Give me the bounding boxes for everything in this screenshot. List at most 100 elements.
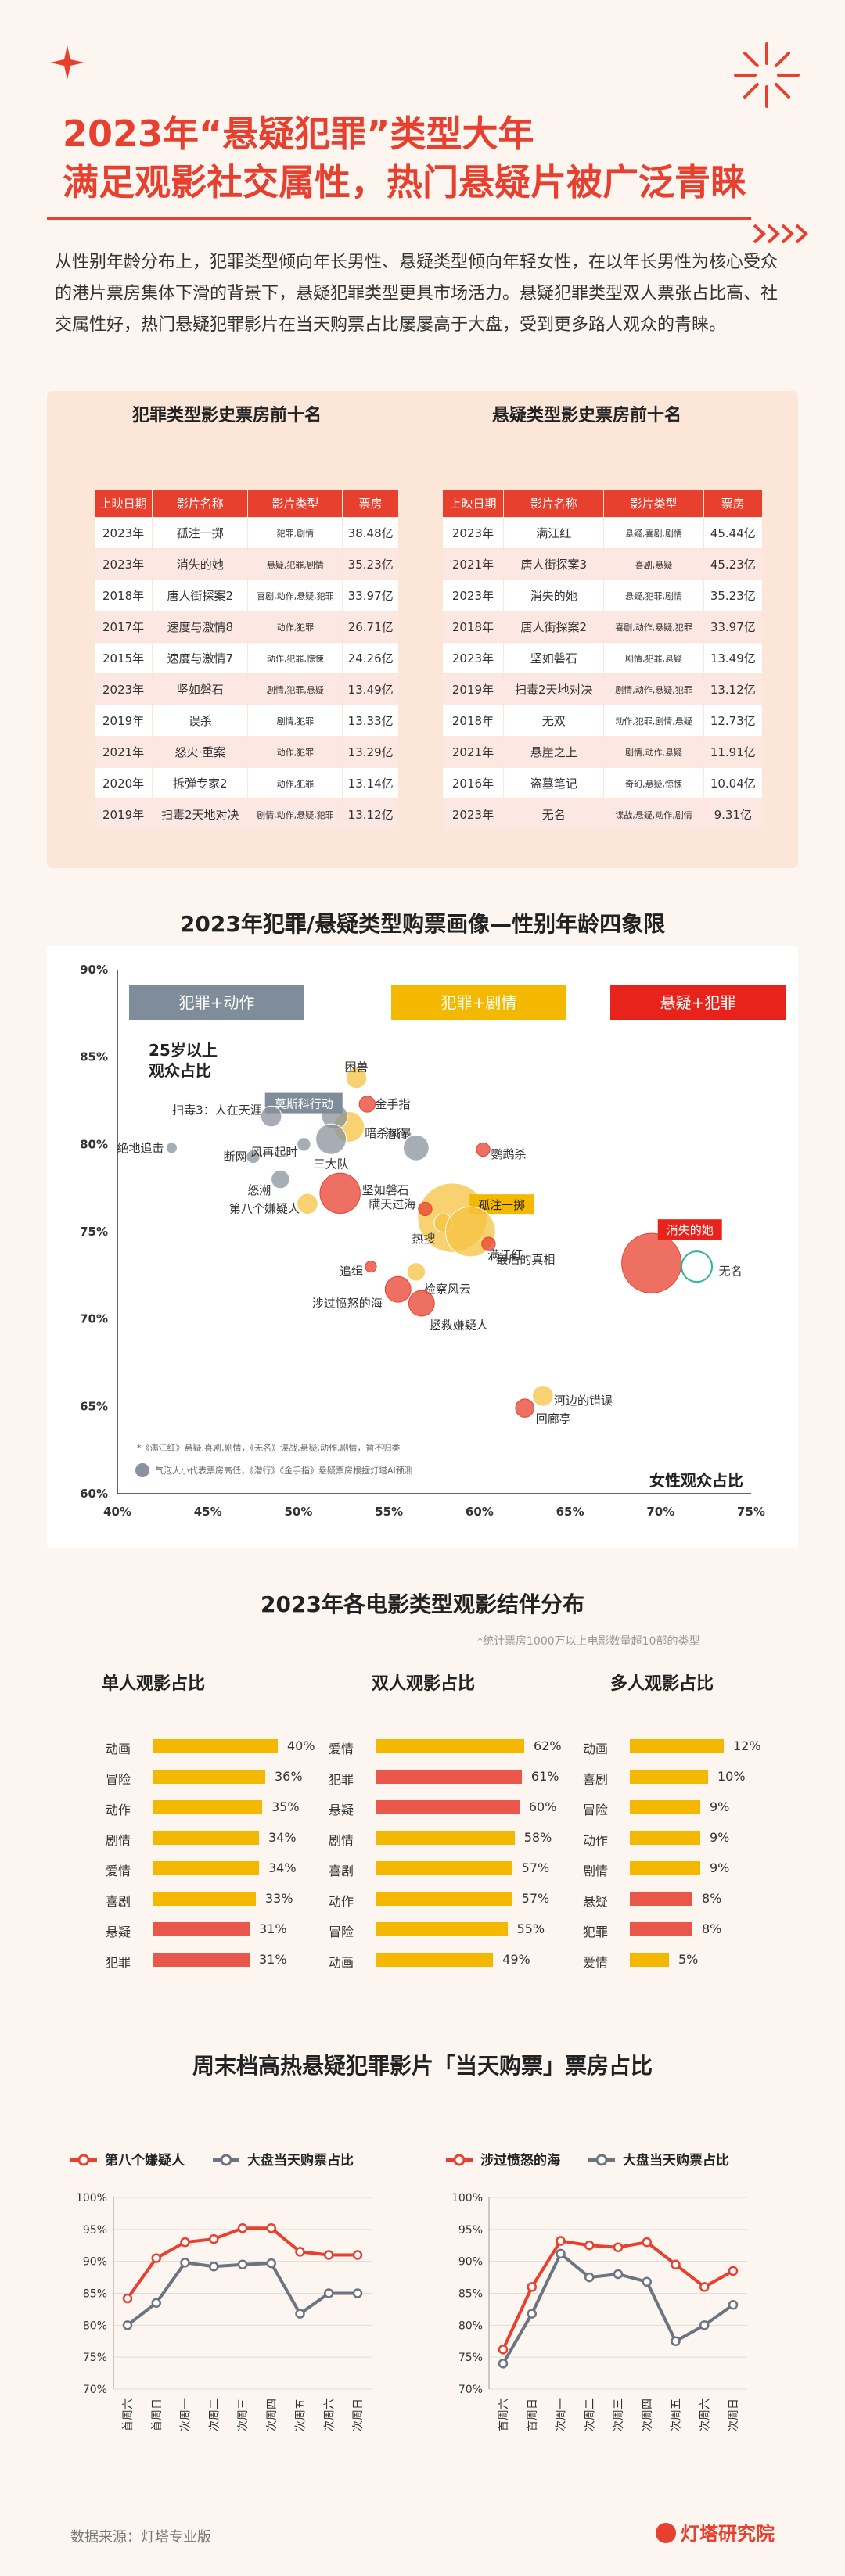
bar-row: 爱情 62%	[329, 1732, 571, 1760]
series-point	[527, 2309, 537, 2319]
bar	[630, 1892, 692, 1906]
bubble-label: 拯救嫌疑人	[430, 1318, 488, 1333]
table-row: 2021年 怒火·重案 动作,犯罪 13.29亿	[93, 736, 399, 768]
bar	[630, 1953, 669, 1967]
bar-category-label: 动画	[329, 1955, 354, 1970]
table-row: 2021年 悬崖之上 剧情,动作,悬疑 11.91亿	[442, 736, 764, 768]
bar	[630, 1739, 724, 1753]
x-tick-label: 次周三	[237, 2398, 250, 2431]
legend-label: 第八个嫌疑人	[105, 2152, 185, 2169]
table-cell: 喜剧,悬疑	[603, 548, 704, 580]
bar-value-label: 34%	[268, 1830, 297, 1845]
table-cell: 唐人街探案2	[502, 611, 605, 643]
series-point	[498, 2359, 509, 2369]
y-tick-label: 80%	[458, 2319, 483, 2332]
table-cell: 喜剧,动作,悬疑,犯罪	[247, 579, 343, 612]
series-point	[237, 2259, 248, 2269]
bar-category-label: 动作	[106, 1803, 131, 1817]
sunburst-icon	[734, 42, 800, 108]
crime-header-3: 票房	[342, 489, 399, 518]
table-cell: 满江红	[502, 517, 605, 549]
series-point	[266, 2223, 276, 2233]
legend-crime-drama: 犯罪+剧情	[391, 985, 566, 1020]
y-tick-label: 95%	[83, 2224, 107, 2237]
quadrant-chart: 40% 45% 50% 55% 60% 65% 70% 75% 60% 65% 70% 75% 80% 8…	[80, 963, 765, 1519]
x-tick-label: 首周六	[122, 2398, 135, 2431]
y-tick-label: 70%	[80, 1312, 108, 1326]
bubble-point	[515, 1398, 534, 1418]
y-tick-label: 60%	[80, 1487, 108, 1501]
suspense-header-3: 票房	[703, 489, 764, 518]
table-cell: 2021年	[93, 736, 153, 768]
bar	[376, 1922, 508, 1936]
table-cell: 2023年	[442, 642, 504, 674]
table-cell: 13.29亿	[342, 736, 399, 768]
legend-label: 大盘当天购票占比	[247, 2152, 354, 2169]
bar	[153, 1800, 262, 1814]
bar-row: 动画 49%	[329, 1946, 571, 1974]
series-point	[671, 2336, 681, 2346]
x-tick-label: 45%	[194, 1505, 222, 1519]
bar-category-label: 悬疑	[329, 1803, 354, 1817]
crime-header-2: 影片类型	[247, 489, 343, 518]
x-tick-label: 40%	[103, 1505, 131, 1519]
bubble-label: 风再起时	[250, 1145, 297, 1159]
bar-value-label: 60%	[528, 1799, 557, 1814]
series-point	[584, 2272, 595, 2283]
y-tick-label: 80%	[80, 1137, 108, 1151]
bubble-point	[402, 1134, 430, 1161]
table-cell: 坚如磐石	[152, 673, 249, 705]
series-point	[324, 2288, 334, 2298]
series-line	[126, 2261, 358, 2327]
table-cell: 动作,犯罪	[247, 736, 343, 768]
table-cell: 2023年	[442, 517, 504, 549]
x-tick-label: 次周四	[642, 2398, 654, 2431]
y-tick-label: 90%	[80, 963, 108, 977]
bar-row: 悬疑 31%	[106, 1915, 348, 1943]
bar-category-label: 冒险	[583, 1803, 609, 1817]
bar-value-label: 40%	[287, 1738, 315, 1753]
table-cell: 2018年	[442, 611, 504, 643]
table-cell: 13.12亿	[342, 798, 399, 831]
legend-marker	[220, 2154, 232, 2166]
bar-row: 悬疑 60%	[329, 1793, 571, 1821]
bar-row: 犯罪 31%	[106, 1946, 348, 1974]
star-icon	[50, 45, 84, 80]
bar-row: 爱情 34%	[106, 1854, 348, 1882]
bar	[153, 1831, 259, 1845]
bubble-label: 孤注一掷	[478, 1198, 525, 1212]
series-point	[209, 2233, 219, 2244]
bar-category-label: 冒险	[329, 1925, 354, 1939]
x-tick-label: 次周五	[671, 2398, 683, 2431]
table-row: 2023年 坚如磐石 剧情,犯罪,悬疑 13.49亿	[442, 642, 764, 674]
bar-row: 冒险 9%	[583, 1793, 802, 1821]
bar-value-label: 9%	[710, 1799, 730, 1814]
table-cell: 无双	[502, 705, 605, 737]
bar	[153, 1861, 259, 1875]
table-cell: 悬疑,喜剧,剧情	[603, 517, 704, 549]
table-cell: 怒火·重案	[152, 736, 249, 768]
series-point	[151, 2298, 161, 2308]
table-row: 2019年 扫毒2天地对决 剧情,动作,悬疑,犯罪 13.12亿	[442, 673, 764, 705]
table-cell: 2019年	[93, 798, 153, 831]
table-cell: 孤注一掷	[152, 517, 249, 549]
table-cell: 坚如磐石	[502, 642, 605, 674]
bar-category-label: 爱情	[583, 1955, 609, 1970]
weekend-title: 周末档高热悬疑犯罪影片「当天购票」票房占比	[192, 2053, 653, 2079]
bubble-label: 热搜	[412, 1232, 436, 1246]
bar-category-label: 剧情	[583, 1864, 609, 1878]
table-cell: 10.04亿	[703, 767, 764, 799]
bar-row: 爱情 5%	[583, 1946, 802, 1974]
bubble-label: 莫斯科行动	[275, 1097, 333, 1111]
bubble-point	[246, 1149, 261, 1164]
bar-value-label: 31%	[259, 1921, 287, 1936]
bar	[376, 1861, 512, 1875]
single-bar-title: 单人观影占比	[102, 1674, 206, 1694]
bar-row: 喜剧 33%	[106, 1885, 348, 1913]
bar-value-label: 55%	[516, 1921, 545, 1936]
series-point	[613, 2242, 624, 2252]
table-cell: 2023年	[93, 548, 153, 580]
suspense-header-1: 影片名称	[502, 489, 605, 518]
bar-row: 动画 40%	[106, 1732, 348, 1760]
bubble-label: 满江红	[487, 1248, 523, 1262]
